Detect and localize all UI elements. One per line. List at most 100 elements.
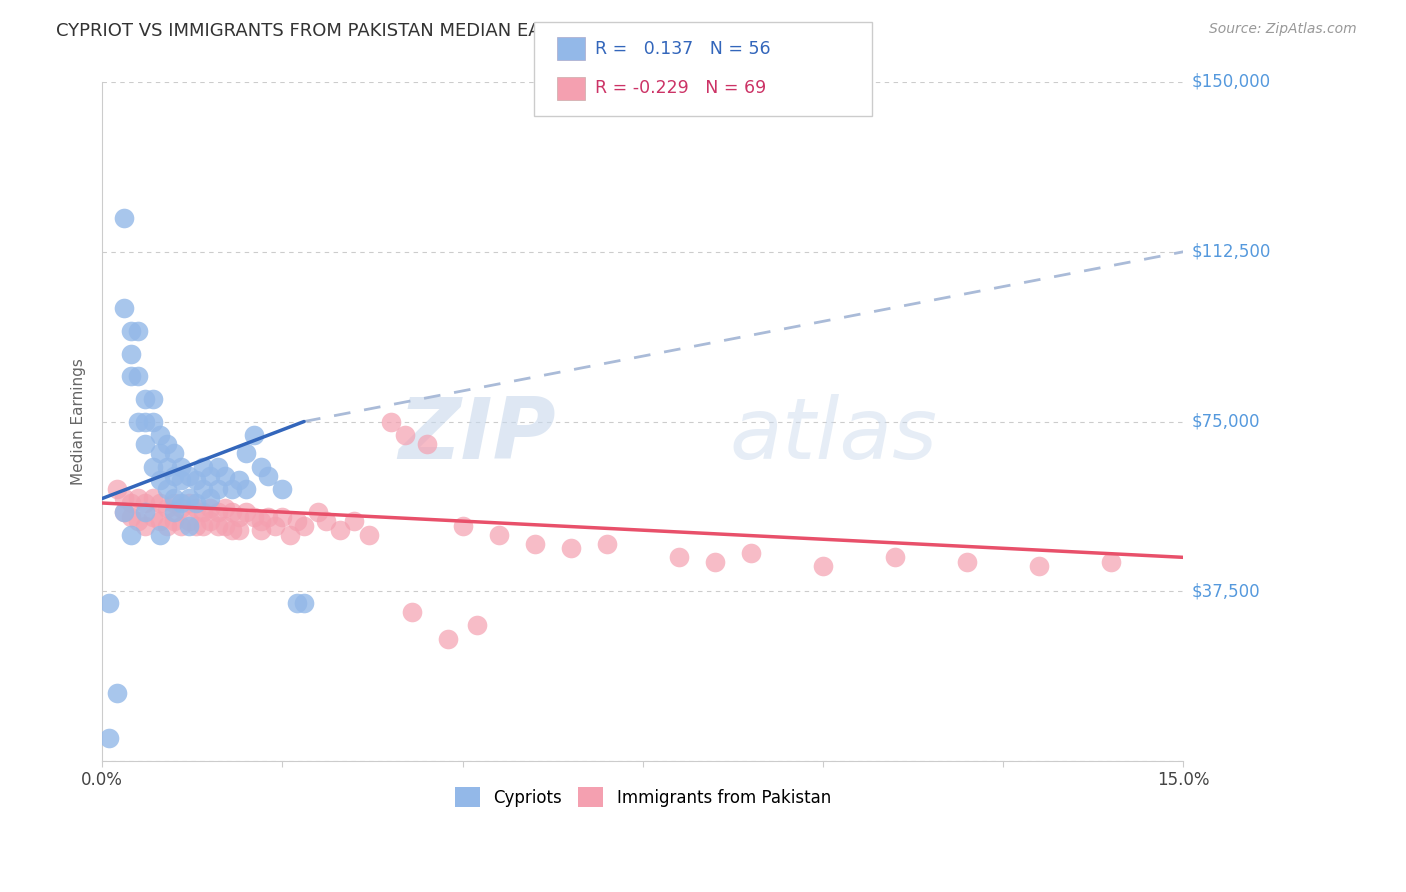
Text: $37,500: $37,500 [1192, 582, 1261, 600]
Point [149, 446, 172, 460]
Point [221, 523, 243, 537]
Point [242, 509, 264, 524]
Point [380, 415, 402, 429]
Point [134, 415, 156, 429]
Point [98, 731, 121, 746]
Point [228, 474, 250, 488]
Point [465, 618, 488, 632]
Point [249, 523, 271, 537]
Point [292, 518, 315, 533]
Point [120, 346, 142, 360]
Point [177, 518, 200, 533]
Point [134, 437, 156, 451]
Point [120, 496, 142, 510]
Point [156, 518, 179, 533]
Text: $150,000: $150,000 [1192, 73, 1271, 91]
Point [329, 523, 352, 537]
Point [1028, 559, 1050, 574]
Point [184, 496, 207, 510]
Point [235, 446, 257, 460]
Text: $112,500: $112,500 [1192, 243, 1271, 260]
Point [207, 459, 229, 474]
Point [315, 514, 337, 528]
Point [596, 537, 619, 551]
Point [149, 527, 172, 541]
Point [401, 605, 423, 619]
Point [149, 496, 172, 510]
Point [163, 505, 186, 519]
Point [207, 518, 229, 533]
Point [112, 301, 135, 316]
Point [142, 392, 165, 406]
Text: atlas: atlas [730, 393, 938, 476]
Point [112, 491, 135, 506]
Point [163, 491, 186, 506]
Point [228, 509, 250, 524]
Point [200, 468, 222, 483]
Point [184, 518, 207, 533]
Point [170, 496, 193, 510]
Point [271, 483, 294, 497]
Point [149, 474, 172, 488]
Point [105, 686, 128, 700]
Point [142, 415, 165, 429]
Point [191, 505, 214, 519]
Point [307, 505, 329, 519]
Point [207, 505, 229, 519]
Point [177, 496, 200, 510]
Point [278, 527, 301, 541]
Point [200, 514, 222, 528]
Point [112, 211, 135, 225]
Point [156, 500, 179, 515]
Point [242, 428, 264, 442]
Legend: Cypriots, Immigrants from Pakistan: Cypriots, Immigrants from Pakistan [449, 780, 838, 814]
Point [120, 527, 142, 541]
Point [134, 496, 156, 510]
Point [184, 474, 207, 488]
Point [112, 505, 135, 519]
Point [415, 437, 437, 451]
Point [884, 550, 907, 565]
Point [163, 514, 186, 528]
Point [437, 632, 460, 646]
Point [170, 459, 193, 474]
Point [285, 514, 308, 528]
Point [134, 518, 156, 533]
Point [221, 483, 243, 497]
Point [105, 483, 128, 497]
Point [235, 505, 257, 519]
Point [127, 324, 149, 338]
Point [214, 468, 236, 483]
Point [235, 483, 257, 497]
Point [191, 518, 214, 533]
Point [228, 523, 250, 537]
Point [170, 518, 193, 533]
Point [142, 491, 165, 506]
Point [127, 491, 149, 506]
Point [170, 474, 193, 488]
Point [523, 537, 546, 551]
Point [170, 500, 193, 515]
Text: R = -0.229   N = 69: R = -0.229 N = 69 [595, 79, 766, 97]
Point [357, 527, 380, 541]
Point [184, 500, 207, 515]
Point [127, 415, 149, 429]
Point [134, 505, 156, 519]
Point [343, 514, 366, 528]
Point [740, 546, 762, 560]
Point [668, 550, 690, 565]
Y-axis label: Median Earnings: Median Earnings [72, 358, 86, 485]
Text: R =   0.137   N = 56: R = 0.137 N = 56 [595, 39, 770, 57]
Point [214, 500, 236, 515]
Point [98, 596, 121, 610]
Point [271, 509, 294, 524]
Text: CYPRIOT VS IMMIGRANTS FROM PAKISTAN MEDIAN EARNINGS CORRELATION CHART: CYPRIOT VS IMMIGRANTS FROM PAKISTAN MEDI… [56, 22, 811, 40]
Point [156, 437, 179, 451]
Point [292, 596, 315, 610]
Point [149, 514, 172, 528]
Point [811, 559, 834, 574]
Point [142, 509, 165, 524]
Point [127, 514, 149, 528]
Point [163, 446, 186, 460]
Text: Source: ZipAtlas.com: Source: ZipAtlas.com [1209, 22, 1357, 37]
